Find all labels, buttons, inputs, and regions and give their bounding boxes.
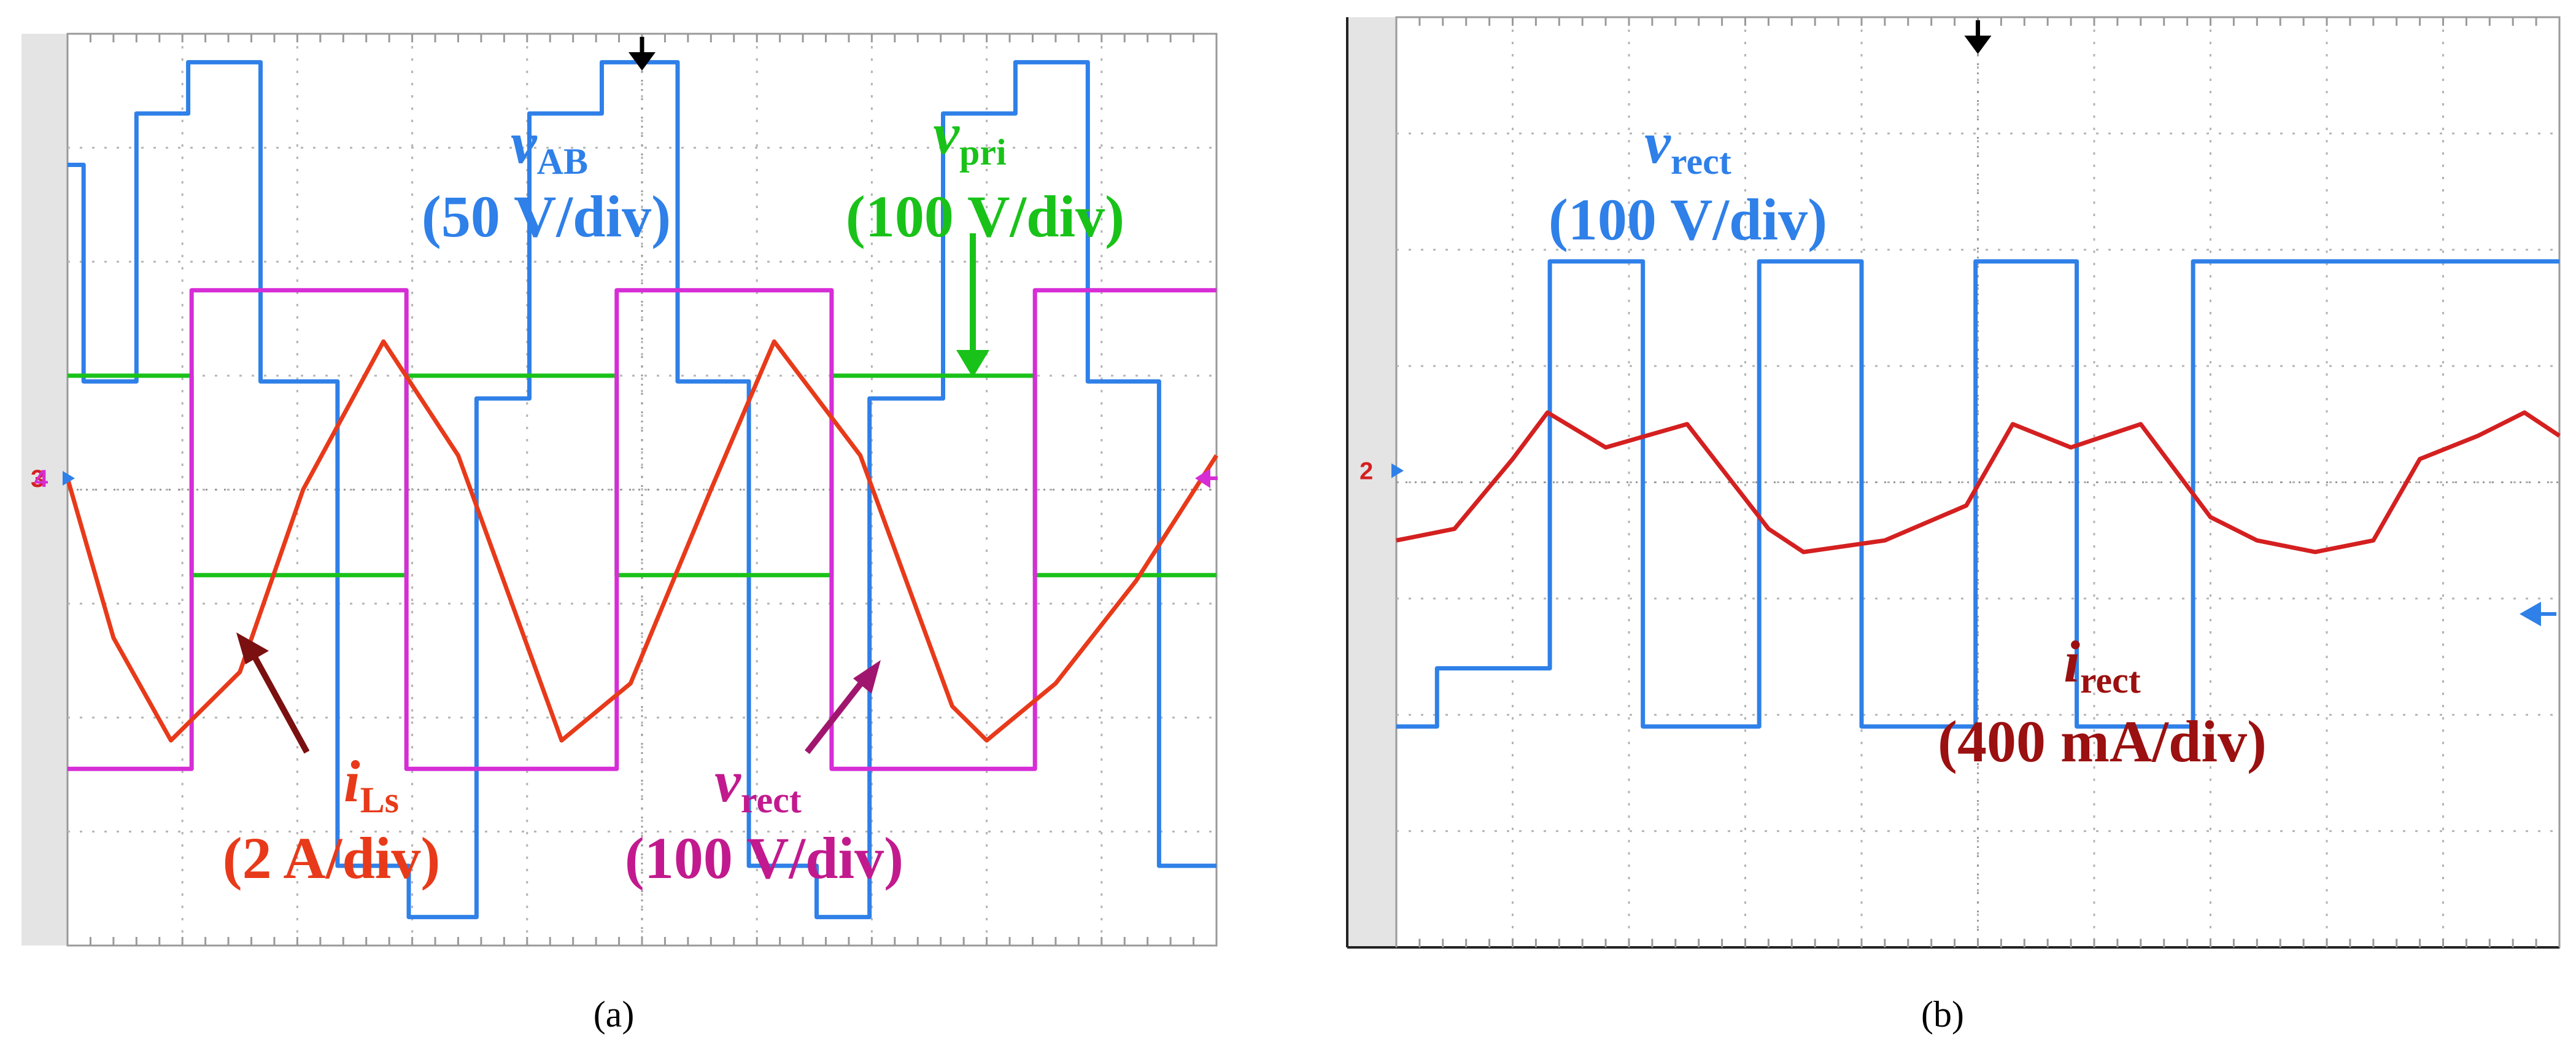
panel-a-caption: (a) <box>594 994 635 1035</box>
ground-marker-label: 2 <box>1360 458 1373 485</box>
v-rect-b-scale: (100 V/div) <box>1549 187 1827 252</box>
v-rect-b-label: vrect <box>1644 110 1731 182</box>
v-pri-arrow <box>956 233 989 378</box>
panel-b-grid <box>1395 17 2561 947</box>
i-ls-label: iLs <box>344 748 399 820</box>
panel-b-scope: 2 vrect (100 V/div) irect (400 mA/div) <box>1346 16 2561 949</box>
v-ab-scale: (50 V/div) <box>422 184 671 249</box>
ground-arrow-icon <box>1391 463 1404 478</box>
i-ls-arrow <box>236 632 310 754</box>
v-ab-label: vAB <box>511 110 588 182</box>
panel-b-right-offset-marker <box>2520 602 2541 626</box>
panel-a-ground-markers: 34 <box>31 465 1218 492</box>
panel-b-traces <box>1396 259 2561 729</box>
panel-a-left-margin <box>21 34 68 946</box>
i-rect-scale: (400 mA/div) <box>1938 709 2267 774</box>
panel-b-ground-markers: 2 <box>1360 458 1404 485</box>
right-offset-marker-icon <box>1195 468 1210 488</box>
trace-v-rect <box>68 288 1216 771</box>
trace-v-rect <box>1396 259 2559 729</box>
trace-v-ab <box>68 60 1216 920</box>
v-rect-a-arrow <box>805 660 881 755</box>
panel-a-scope: 34 vAB (50 V/div) vpri (100 V/div) iLs (… <box>21 33 1218 947</box>
panel-b-trigger-marker <box>1964 20 1992 54</box>
ground-marker-label: 4 <box>34 465 48 492</box>
panel-a-trigger-marker <box>629 37 656 71</box>
i-ls-scale: (2 A/div) <box>223 825 441 891</box>
i-rect-label: irect <box>2064 629 2140 701</box>
v-pri-scale: (100 V/div) <box>846 184 1124 249</box>
v-rect-a-scale: (100 V/div) <box>625 825 903 891</box>
trigger-arrow-icon <box>629 52 656 71</box>
panel-a-traces <box>65 60 1218 920</box>
trigger-arrow-icon <box>1964 36 1992 54</box>
ground-arrow-icon <box>63 470 75 486</box>
v-pri-label: vpri <box>933 101 1006 173</box>
trace-i-rect <box>1396 410 2561 554</box>
trace-i-ls <box>65 339 1218 743</box>
v-rect-a-label: vrect <box>714 748 801 820</box>
ground-marker-label: 3 <box>31 465 44 492</box>
panel-b-caption: (b) <box>1921 994 1964 1035</box>
panel-b-left-margin <box>1347 17 1396 947</box>
